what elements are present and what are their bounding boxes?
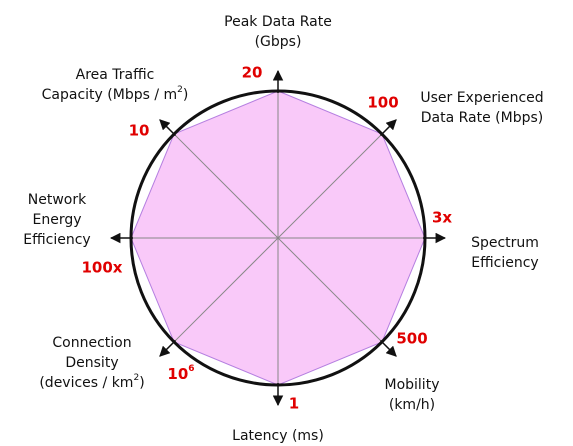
axis-label: (devices / km2) bbox=[39, 373, 144, 392]
axis-label: Mobility bbox=[385, 377, 440, 393]
axis-label-part: ) bbox=[139, 375, 144, 391]
axis-value: 10 bbox=[129, 122, 150, 140]
axis-label: Energy bbox=[32, 212, 81, 228]
superscript: 2 bbox=[133, 373, 139, 383]
axis-label: Spectrum bbox=[471, 235, 539, 251]
axis-label: (km/h) bbox=[389, 397, 435, 413]
axis-label-part: Capacity (Mbps / m bbox=[42, 87, 178, 103]
axis-value: 106 bbox=[167, 364, 194, 383]
axis-label: Connection bbox=[52, 335, 131, 351]
axis-value: 100x bbox=[82, 259, 123, 277]
axis-arrow bbox=[159, 119, 176, 136]
axis-label: Efficiency bbox=[23, 232, 90, 248]
labels: Peak Data Rate (Gbps) 20 User Experienced Da… bbox=[23, 14, 543, 444]
axis-label: (Gbps) bbox=[255, 34, 302, 50]
axis-arrow bbox=[380, 340, 397, 357]
axis-label: Network bbox=[28, 192, 87, 208]
axis-value: 500 bbox=[396, 330, 427, 348]
axis-label: Efficiency bbox=[471, 255, 538, 271]
superscript: 6 bbox=[188, 364, 194, 374]
axis-value-part: 10 bbox=[167, 365, 188, 383]
axis-value: 1 bbox=[289, 395, 299, 413]
superscript: 2 bbox=[177, 85, 183, 95]
axis-value: 100 bbox=[367, 94, 398, 112]
axis-label: Area Traffic bbox=[76, 67, 155, 83]
axis-label: Latency (ms) bbox=[232, 428, 324, 444]
axis-label: Density bbox=[65, 355, 118, 371]
axis-label-part: ) bbox=[183, 87, 188, 103]
axis-value: 20 bbox=[242, 64, 263, 82]
axis-value: 3x bbox=[432, 209, 452, 227]
axis-arrow bbox=[159, 340, 176, 357]
spoke bbox=[173, 133, 383, 343]
axis-label: Data Rate (Mbps) bbox=[421, 110, 544, 126]
axis-arrow bbox=[380, 119, 397, 136]
shapes bbox=[109, 69, 447, 407]
axis-label: Peak Data Rate bbox=[224, 14, 332, 30]
axis-label: Capacity (Mbps / m2) bbox=[42, 85, 189, 104]
axis-label-part: (devices / km bbox=[39, 375, 133, 391]
axis-label: User Experienced bbox=[420, 90, 543, 106]
